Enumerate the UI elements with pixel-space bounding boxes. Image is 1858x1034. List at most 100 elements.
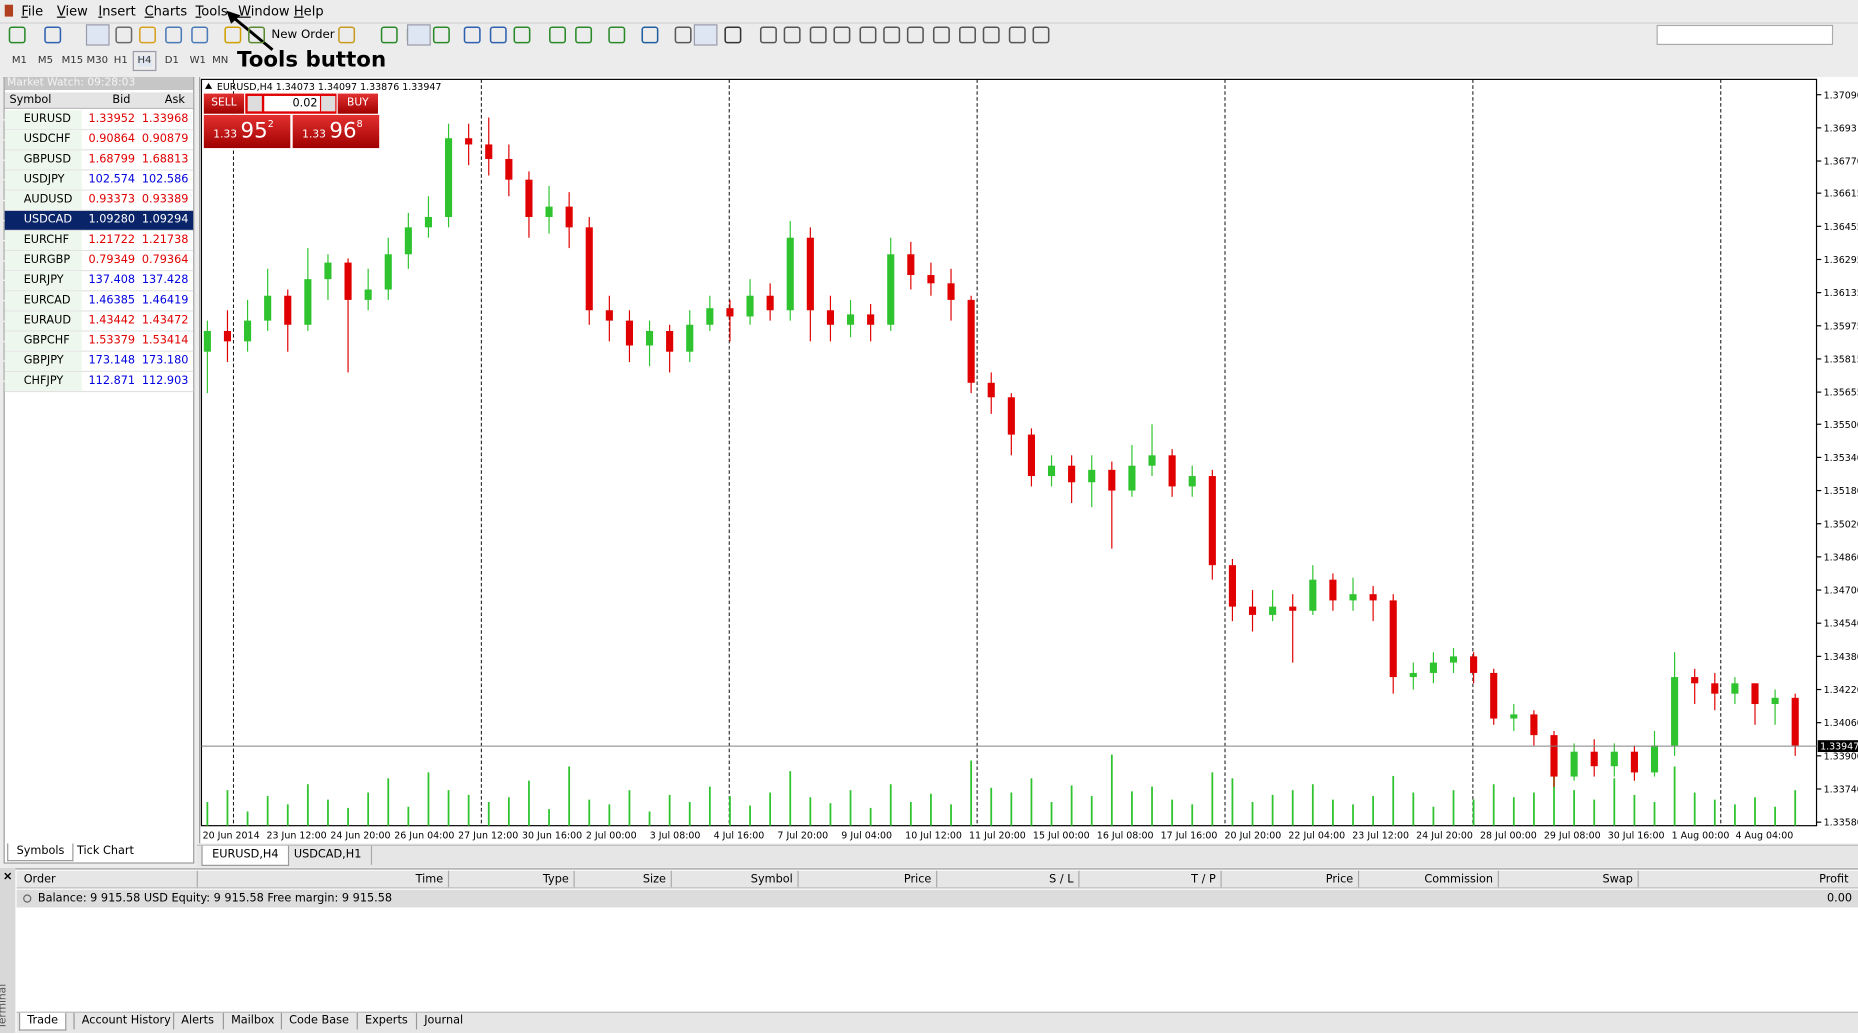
terminal-tab[interactable]: Code Base (280, 1012, 356, 1029)
column-header[interactable]: Type (542, 873, 569, 887)
terminal-tab[interactable]: Mailbox (222, 1012, 282, 1029)
candle-body (645, 330, 654, 346)
symbol-row[interactable]: EURUSD 1.33952 1.33968 (4, 110, 194, 131)
toolbar-button[interactable]: New Order (271, 28, 335, 42)
symbol-name: CHFJPY (23, 374, 64, 388)
symbol-cell (4, 110, 82, 130)
volume-bar (1754, 797, 1756, 826)
candle-body (203, 330, 211, 352)
column-header[interactable]: S / L (1049, 873, 1074, 887)
sell-button[interactable]: SELL (203, 93, 245, 114)
candle-body (264, 295, 272, 321)
bid-price: 0.79349 (88, 253, 136, 267)
symbol-row[interactable]: GBPJPY 173.148 173.180 (4, 351, 194, 372)
column-header[interactable]: Profit (1819, 873, 1849, 887)
column-divider (1078, 870, 1080, 888)
timeframe-button[interactable]: M5 (37, 54, 54, 67)
symbol-row[interactable]: GBPCHF 1.53379 1.53414 (4, 331, 194, 352)
toolbar-icon (248, 26, 266, 44)
symbol-row[interactable]: EURGBP 0.79349 0.79364 (4, 251, 194, 272)
candle-body (1630, 751, 1638, 773)
lot-up[interactable] (321, 95, 336, 112)
ask-big: 96 (329, 118, 357, 144)
time-label: 4 Aug 04:00 (1735, 831, 1793, 842)
buy-button[interactable]: BUY (337, 93, 378, 114)
menu-item[interactable]: View (56, 3, 88, 19)
toolbar-icon (982, 26, 1000, 44)
volume-bar (206, 801, 209, 826)
terminal-tab[interactable]: Journal (415, 1012, 470, 1029)
price-label: 1.35815 (1824, 355, 1858, 366)
timeframe-button[interactable]: M15 (61, 54, 84, 67)
terminal-tab[interactable]: Alerts (173, 1012, 221, 1029)
column-header[interactable]: Time (415, 873, 444, 887)
column-header[interactable]: Price (903, 873, 932, 887)
symbol-cell (4, 231, 82, 250)
ask-price: 137.428 (141, 273, 189, 287)
chart-tab[interactable]: USDCAD,H1 (284, 845, 373, 865)
menu-item[interactable]: Charts (144, 3, 188, 19)
column-header[interactable]: Symbol (9, 93, 52, 107)
terminal-tab[interactable]: Account History (73, 1012, 177, 1029)
column-header[interactable]: Swap (1602, 873, 1633, 887)
column-header[interactable]: Symbol (750, 873, 793, 887)
timeframe-button[interactable]: M30 (86, 54, 109, 67)
panel-tab[interactable]: Symbols (7, 843, 74, 861)
chart-tab[interactable]: EURUSD,H4 (201, 845, 290, 866)
volume-bar (1291, 790, 1294, 826)
lot-input[interactable]: 0.02 (264, 95, 320, 112)
symbol-row[interactable]: USDJPY 102.574 102.586 (4, 170, 194, 191)
menu-item[interactable]: Insert (98, 3, 136, 19)
symbol-row[interactable]: USDCHF 0.90864 0.90879 (4, 130, 194, 151)
symbol-row[interactable]: EURCHF 1.21722 1.21738 (4, 231, 194, 252)
column-header[interactable]: Size (642, 873, 666, 887)
menu-item[interactable]: File (21, 3, 44, 19)
candle-body (244, 320, 252, 342)
column-header[interactable]: Bid (112, 93, 131, 107)
volume-bar (1613, 778, 1616, 826)
volume-bar (1553, 768, 1555, 826)
toolbar-icon (932, 26, 950, 44)
terminal-tab[interactable]: Experts (356, 1012, 415, 1029)
candle-body (525, 179, 533, 217)
symbol-row[interactable]: CHFJPY 112.871 112.903 (4, 371, 194, 393)
menu-item[interactable]: Tools (195, 3, 228, 19)
symbol-name: USDJPY (23, 172, 65, 186)
timeframe-button[interactable]: D1 (164, 54, 179, 67)
bid-quote-box[interactable] (203, 114, 291, 149)
symbol-row[interactable]: GBPUSD 1.68799 1.68813 (4, 150, 194, 171)
symbol-row[interactable]: EURJPY 137.408 137.428 (4, 271, 194, 292)
terminal-tab[interactable]: Trade (18, 1012, 67, 1031)
symbol-row[interactable]: AUDUSD 0.93373 0.93389 (4, 190, 194, 211)
candle-body (987, 382, 995, 398)
timeframe-button[interactable]: MN (212, 54, 229, 67)
volume-bar (588, 799, 591, 826)
column-header[interactable]: Price (1325, 873, 1354, 887)
column-header[interactable]: Ask (164, 93, 185, 107)
candle-body (1691, 677, 1699, 684)
panel-tab[interactable]: Tick Chart (77, 844, 134, 858)
close-terminal[interactable] (4, 872, 12, 880)
price-label: 1.36455 (1824, 222, 1858, 233)
candle-body (1610, 751, 1618, 767)
menu-item[interactable]: Window (238, 3, 290, 19)
time-label: 4 Jul 16:00 (714, 831, 765, 842)
ask-price: 1.21738 (141, 233, 189, 247)
column-header[interactable]: Commission (1424, 873, 1494, 887)
menu-item[interactable]: Help (293, 3, 324, 19)
column-header[interactable]: T / P (1191, 873, 1216, 887)
lot-down[interactable] (247, 95, 262, 112)
timeframe-button[interactable]: H4 (132, 51, 157, 71)
search-box[interactable] (1656, 24, 1834, 46)
ask-quote-box[interactable] (292, 114, 380, 149)
symbol-row[interactable]: EURAUD 1.43442 1.43472 (4, 311, 194, 332)
symbol-row[interactable]: USDCAD 1.09280 1.09294 (4, 210, 194, 232)
symbol-row[interactable]: EURCAD 1.46385 1.46419 (4, 291, 194, 312)
column-divider (1220, 870, 1222, 888)
timeframe-button[interactable]: H1 (113, 54, 128, 67)
timeframe-button[interactable]: M1 (11, 54, 27, 67)
timeframe-button[interactable]: W1 (189, 54, 206, 67)
volume-bar (1251, 801, 1254, 826)
toolbar-icon (432, 26, 450, 44)
column-header[interactable]: Order (23, 873, 56, 887)
